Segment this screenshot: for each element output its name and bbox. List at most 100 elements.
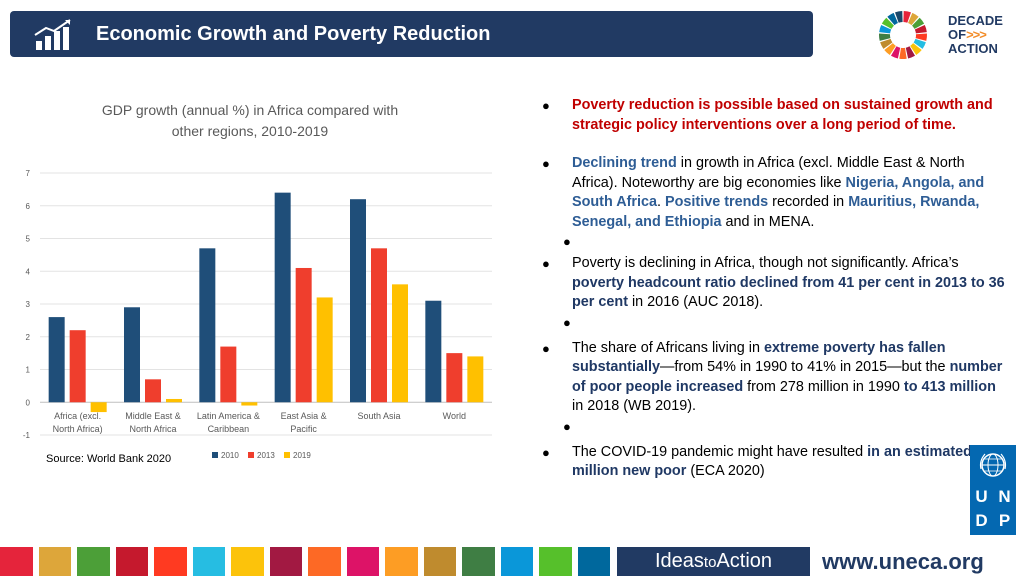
bar-2019	[90, 402, 107, 413]
sdg-stripe	[346, 547, 379, 576]
sdg-wheel-segment	[912, 17, 925, 29]
bar-2019	[316, 297, 333, 403]
y-tick-label: 5	[26, 235, 31, 244]
empty-bullet: ●	[563, 314, 571, 330]
sdg-stripe	[423, 547, 456, 576]
un-globe-icon	[979, 453, 1007, 477]
bullet-dot: ●	[542, 256, 550, 271]
x-tick-label: Pacific	[290, 424, 317, 434]
sdg-wheel-segment	[895, 11, 903, 23]
bullet-dot: ●	[542, 156, 550, 171]
sdg-wheel-segment	[879, 33, 891, 41]
bar-2019	[241, 402, 258, 406]
bar-2013	[371, 248, 387, 403]
legend-label-2013: 2013	[257, 451, 275, 460]
sdg-wheel-segment	[908, 12, 919, 26]
y-tick-label: 1	[26, 366, 31, 375]
sdg-wheel-segment	[914, 24, 927, 34]
page-title: Economic Growth and Poverty Reduction	[96, 23, 491, 45]
y-tick-label: 6	[26, 202, 31, 211]
bar-2013	[446, 353, 463, 403]
sdg-wheel-segment	[890, 46, 901, 59]
sdg-stripe	[539, 547, 572, 576]
sdg-color-stripes	[0, 547, 610, 576]
undp-letter: U	[975, 487, 988, 506]
bullet-extreme-poverty: ● The share of Africans living in extrem…	[542, 339, 1003, 415]
empty-bullet: ●	[563, 234, 571, 249]
legend-swatch-2010	[212, 452, 218, 458]
sdg-wheel-segment	[884, 43, 896, 56]
x-tick-label: Caribbean	[208, 424, 250, 434]
empty-bullet: ●	[563, 418, 571, 434]
x-tick-label: East Asia &	[281, 411, 327, 421]
sdg-stripe	[192, 547, 225, 576]
bar-2010	[48, 317, 65, 403]
gdp-growth-chart: GDP growth (annual %) in Africa compared…	[23, 102, 492, 465]
bar-2010	[350, 199, 366, 403]
sdg-stripe	[308, 547, 341, 576]
y-tick-label: 4	[26, 267, 31, 276]
bullet-declining-trend: ● Declining trend in growth in Africa (e…	[542, 155, 985, 230]
sdg-wheel-logo	[879, 11, 927, 60]
sdg-wheel-segment	[899, 47, 907, 60]
bullet-covid: ● The COVID-19 pandemic might have resul…	[542, 443, 1000, 480]
sdg-wheel-segment	[881, 17, 894, 29]
sdg-wheel-segment	[913, 38, 926, 49]
sdg-stripe	[77, 547, 110, 576]
bullet-dot: ●	[542, 98, 550, 113]
sdg-stripe	[38, 547, 71, 576]
legend-swatch-2013	[248, 452, 254, 458]
ideas-to-action-logo: IdeastoAction	[617, 547, 810, 576]
bar-2013	[145, 379, 161, 403]
bar-2019	[467, 356, 484, 403]
legend-label-2010: 2010	[221, 451, 239, 460]
y-tick-label: 2	[26, 333, 31, 342]
decade-of-action-logo: DECADE OF>>> ACTION	[948, 13, 1003, 56]
y-tick-label: 3	[26, 300, 31, 309]
bar-2013	[220, 346, 237, 403]
chart-subtitle: other regions, 2010-2019	[172, 123, 329, 139]
bullet-poverty-declining: ● Poverty is declining in Africa, though…	[542, 255, 1005, 310]
sdg-wheel-segment	[910, 43, 922, 56]
bullet-list: ● Poverty reduction is possible based on…	[538, 96, 1008, 482]
bar-2019	[166, 398, 182, 403]
undp-letter: D	[975, 511, 988, 530]
sdg-wheel-segment	[905, 46, 916, 59]
y-tick-label: 7	[26, 169, 31, 178]
y-tick-label: -1	[23, 431, 31, 440]
bar-2013	[69, 330, 86, 403]
bar-2010	[274, 192, 291, 403]
bar-2010	[199, 248, 216, 403]
legend-label-2019: 2019	[293, 451, 311, 460]
growth-chart-icon	[34, 19, 71, 50]
sdg-stripe	[154, 547, 187, 576]
undp-letter: P	[998, 511, 1011, 530]
legend-swatch-2019	[284, 452, 290, 458]
sdg-stripe	[0, 547, 33, 576]
undp-logo: U N D P	[970, 445, 1016, 535]
sdg-stripe	[577, 547, 610, 576]
bar-2010	[425, 300, 442, 403]
x-tick-label: Africa (excl.	[54, 411, 101, 421]
sdg-stripe	[115, 547, 148, 576]
bar-2010	[124, 307, 140, 403]
sdg-stripe	[500, 547, 533, 576]
sdg-wheel-segment	[915, 33, 927, 41]
website-link[interactable]: www.uneca.org	[822, 549, 984, 574]
x-tick-label: North Africa)	[53, 424, 103, 434]
bar-2019	[392, 284, 408, 403]
x-tick-label: Middle East &	[125, 411, 181, 421]
y-tick-label: 0	[26, 398, 31, 407]
chart-source: Source: World Bank 2020	[46, 453, 171, 465]
sdg-wheel-segment	[887, 12, 898, 26]
sdg-stripe	[462, 547, 495, 576]
chart-title: GDP growth (annual %) in Africa compared…	[102, 102, 398, 118]
x-tick-label: North Africa	[129, 424, 176, 434]
x-tick-label: Latin America &	[197, 411, 260, 421]
undp-letter: N	[998, 487, 1011, 506]
bullet-dot: ●	[542, 340, 550, 356]
sdg-stripe	[231, 547, 264, 576]
x-tick-label: World	[443, 411, 466, 421]
x-tick-label: South Asia	[357, 411, 400, 421]
header-bar: Economic Growth and Poverty Reduction	[10, 11, 813, 57]
